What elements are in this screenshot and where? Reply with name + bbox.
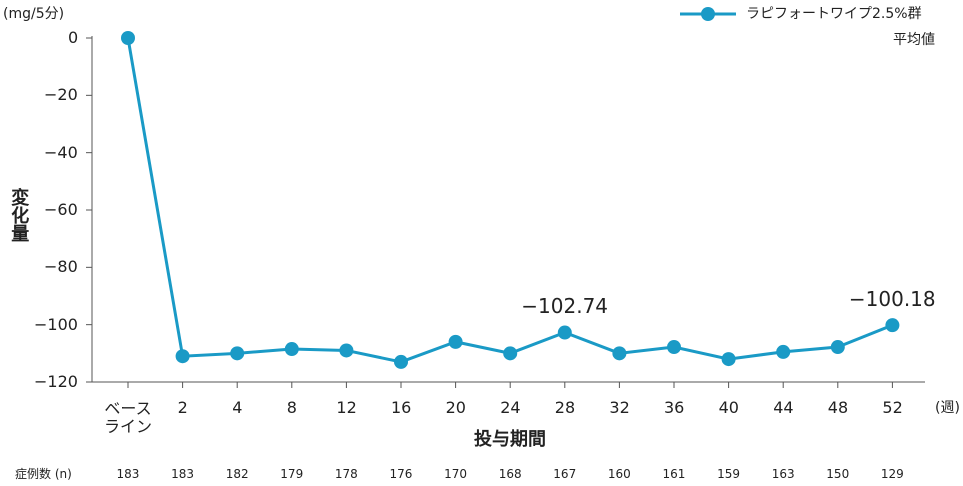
x-tick-label: 40	[718, 398, 739, 417]
data-point	[339, 343, 354, 358]
n-value: 129	[880, 467, 904, 481]
x-tick-label: 12	[336, 398, 357, 417]
x-label: 投与期間	[474, 428, 546, 450]
y-tick-label: −20	[44, 85, 78, 105]
data-point	[394, 354, 408, 369]
data-point	[667, 340, 681, 355]
n-value: 168	[498, 467, 522, 481]
y-tick-label: −120	[34, 372, 78, 391]
x-unit: (週)	[935, 400, 960, 416]
data-point	[776, 344, 791, 359]
x-tick-label: 44	[773, 398, 794, 417]
n-value: 150	[826, 467, 850, 481]
x-tick-label: 8	[286, 398, 297, 417]
series-line	[126, 37, 893, 364]
value-label: −102.74	[521, 294, 609, 319]
data-point	[830, 340, 845, 355]
n-value: 183	[171, 467, 194, 481]
n-value: 159	[717, 467, 740, 481]
data-point	[230, 346, 245, 361]
legend-label: ラピフォートワイプ2.5%群	[746, 6, 922, 22]
data-point	[121, 31, 135, 45]
x-tick-label: 2	[177, 398, 188, 417]
x-tick-label: 28	[554, 398, 576, 417]
data-point	[612, 346, 627, 361]
n-label: 症例数 (n)	[15, 467, 72, 481]
x-tick-label: ベース ライン	[104, 398, 153, 436]
n-value: 170	[444, 467, 467, 481]
y-tick-label: −100	[34, 314, 78, 334]
data-point	[721, 352, 736, 367]
x-tick-label: 52	[882, 398, 903, 417]
y-tick-label: −60	[44, 200, 78, 219]
x-tick-label: 24	[500, 398, 521, 417]
n-value: 183	[116, 467, 140, 481]
value-label: −100.18	[848, 286, 936, 311]
legend-marker	[701, 7, 715, 21]
legend-note: 平均値	[893, 32, 935, 48]
x-tick-label: 48	[827, 398, 849, 417]
y-tick-label: 0	[68, 28, 79, 47]
x-tick-label: 20	[445, 398, 466, 417]
x-tick-label: 32	[609, 398, 630, 417]
data-point	[284, 342, 299, 357]
n-value: 182	[225, 467, 249, 481]
x-tick-label: 36	[664, 398, 685, 417]
data-point	[175, 349, 190, 364]
y-unit: (mg/5分)	[3, 6, 65, 22]
data-point	[557, 325, 572, 340]
n-value: 178	[334, 467, 358, 481]
x-tick-label: 4	[232, 398, 243, 417]
n-value: 179	[280, 467, 304, 481]
n-value: 176	[389, 467, 413, 481]
data-point	[503, 346, 518, 361]
n-value: 163	[771, 467, 795, 481]
y-tick-label: −40	[44, 142, 78, 162]
y-label: 変化量	[8, 188, 30, 242]
y-tick-label: −80	[44, 257, 78, 277]
x-tick-label: 16	[391, 398, 412, 417]
data-point	[448, 334, 463, 349]
n-value: 160	[607, 467, 631, 481]
data-point	[885, 318, 900, 333]
n-value: 167	[553, 467, 577, 481]
n-value: 161	[662, 467, 686, 481]
